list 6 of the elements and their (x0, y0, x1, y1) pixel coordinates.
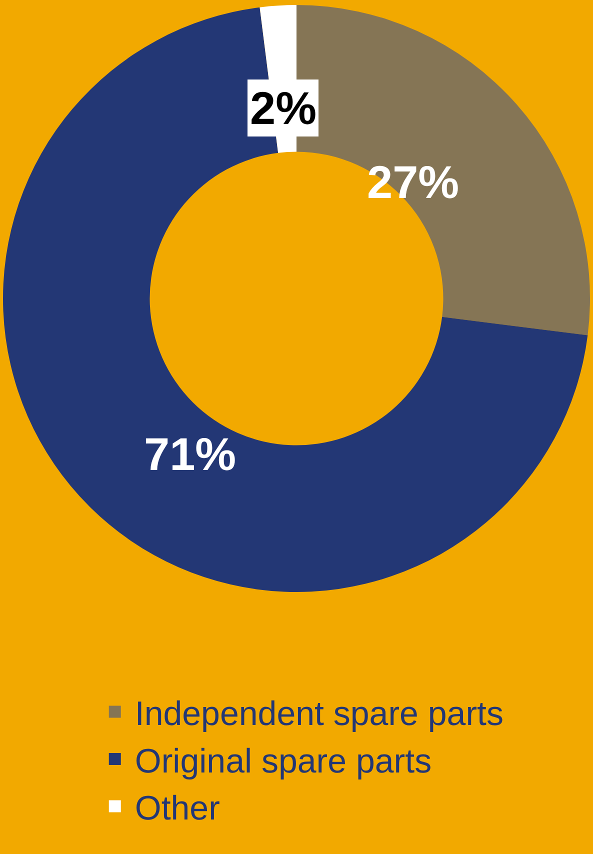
donut-slice (3, 7, 588, 592)
legend-label: Other (134, 789, 220, 828)
legend-label: Original spare parts (134, 742, 432, 780)
data-label: 2% (250, 82, 316, 134)
legend-label: Independent spare parts (134, 695, 504, 734)
data-label: 71% (144, 428, 236, 480)
